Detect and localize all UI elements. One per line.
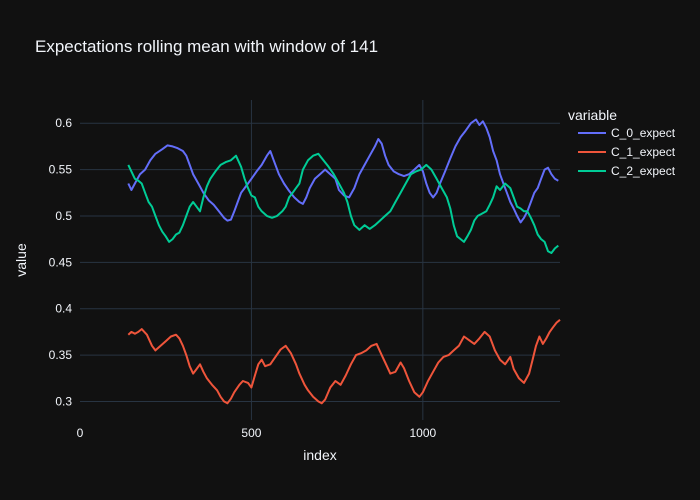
y-tick-label: 0.4 (55, 302, 72, 316)
legend-label: C_1_expect (611, 145, 676, 159)
y-tick-label: 0.35 (49, 348, 73, 362)
legend-item-C_1_expect[interactable]: C_1_expect (578, 145, 676, 159)
y-tick-label: 0.3 (55, 394, 72, 408)
legend-item-C_2_expect[interactable]: C_2_expect (578, 164, 676, 178)
series-line-C_0_expect[interactable] (127, 118, 559, 224)
y-tick-label: 0.45 (49, 255, 73, 269)
x-tick-label: 500 (241, 426, 261, 440)
x-tick-label: 0 (77, 426, 84, 440)
y-tick-label: 0.6 (55, 116, 72, 130)
y-axis-title: value (13, 243, 29, 277)
series-lines (127, 118, 561, 405)
series-line-C_1_expect[interactable] (127, 319, 561, 405)
legend-title: variable (568, 107, 617, 123)
y-tick-label: 0.5 (55, 209, 72, 223)
x-tick-label: 1000 (410, 426, 437, 440)
legend-item-C_0_expect[interactable]: C_0_expect (578, 126, 676, 140)
plot-area (80, 100, 560, 420)
legend[interactable]: variable C_0_expect C_1_expect C_2_expect (568, 107, 676, 178)
legend-label: C_2_expect (611, 164, 676, 178)
series-line-C_2_expect[interactable] (127, 152, 559, 254)
x-axis-title: index (303, 447, 336, 463)
legend-label: C_0_expect (611, 126, 676, 140)
y-tick-label: 0.55 (49, 163, 73, 177)
chart-title: Expectations rolling mean with window of… (35, 37, 378, 56)
axis-ticks: 0 500 1000 0.3 0.35 0.4 0.45 0.5 0.55 0.6 (49, 116, 437, 440)
